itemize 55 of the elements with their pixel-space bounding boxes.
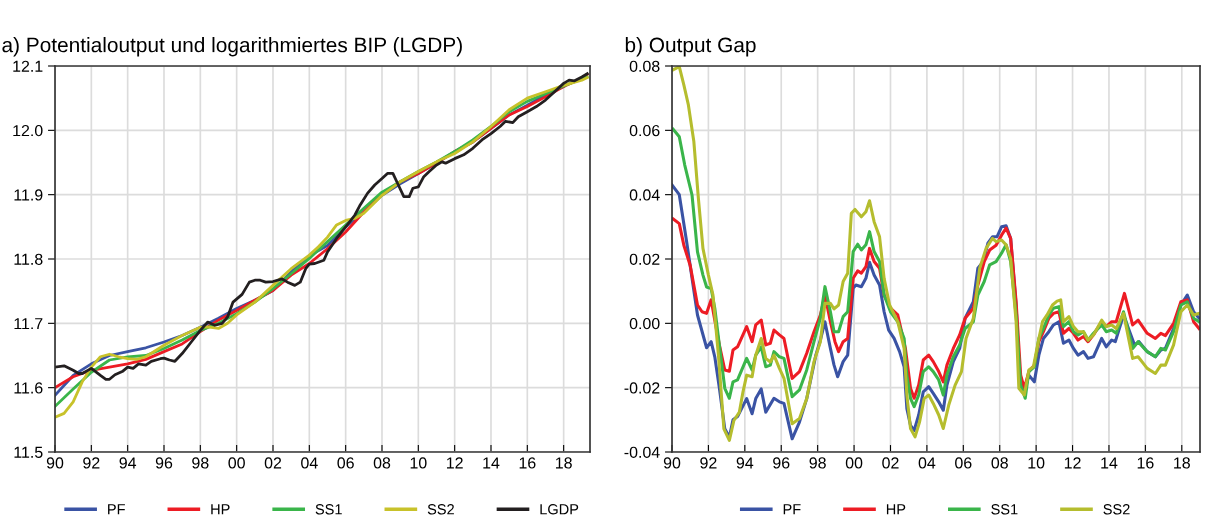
y-tick-label: 11.5 [14,446,43,458]
x-tick-label: 94 [119,457,137,469]
x-tick-label: 90 [663,457,681,469]
x-tick-label: 00 [845,457,863,469]
x-tick-label: 98 [809,457,826,469]
x-tick-label: 98 [192,457,209,469]
x-tick-label: 04 [918,457,936,469]
x-tick-label: 00 [228,457,245,469]
legend-label: LGDP [540,504,579,515]
x-tick-label: 14 [1101,457,1118,469]
x-tick-label: 08 [373,457,391,469]
y-tick-label: 11.7 [14,318,43,330]
x-tick-label: 18 [1174,457,1190,469]
x-tick-label: 16 [519,457,536,469]
x-tick-label: 12 [447,457,463,469]
x-tick-label: 02 [264,457,282,469]
y-tick-label: 11.6 [14,382,43,394]
chart-title: a) Potentialoutput und logarithmiertes BIP (LGDP) [2,37,462,57]
x-tick-label: 94 [736,457,754,469]
y-tick-label: 0.02 [629,253,660,265]
legend-label: SS1 [315,504,342,515]
x-tick-label: 06 [337,457,354,469]
y-tick-label: 0.04 [629,189,660,201]
y-tick-label: 11.8 [14,253,43,265]
legend-label: HP [886,504,906,515]
legend-label: PF [108,504,125,515]
x-tick-label: 92 [83,457,100,469]
y-tick-label: 0.06 [629,124,660,137]
y-tick-label: 11.9 [14,189,43,201]
x-tick-label: 08 [991,457,1008,469]
legend-label: SS2 [427,504,454,515]
x-tick-label: 12 [1064,457,1081,469]
legend-label: SS1 [991,504,1018,515]
y-tick-label: 0.08 [629,60,660,72]
x-tick-label: 10 [410,457,427,469]
y-tick-label: -0.02 [624,382,660,394]
y-tick-label: -0.04 [624,446,660,458]
x-tick-label: 96 [773,457,790,469]
x-tick-label: 06 [955,457,972,469]
legend-label: SS2 [1103,504,1130,515]
x-tick-label: 10 [1028,457,1045,469]
chart-title: b) Output Gap [625,37,756,57]
x-tick-label: 04 [301,457,318,469]
x-tick-label: 90 [46,457,64,469]
legend-label: PF [783,504,801,515]
x-tick-label: 18 [555,457,572,469]
x-tick-label: 14 [483,457,500,469]
legend-label: HP [211,504,230,515]
y-tick-label: 0.00 [629,317,660,330]
x-tick-label: 96 [155,457,173,469]
x-tick-label: 92 [700,457,717,469]
x-tick-label: 16 [1137,457,1154,469]
x-tick-label: 02 [882,457,899,469]
y-tick-label: 12.1 [13,60,43,72]
y-tick-label: 12.0 [13,124,43,137]
